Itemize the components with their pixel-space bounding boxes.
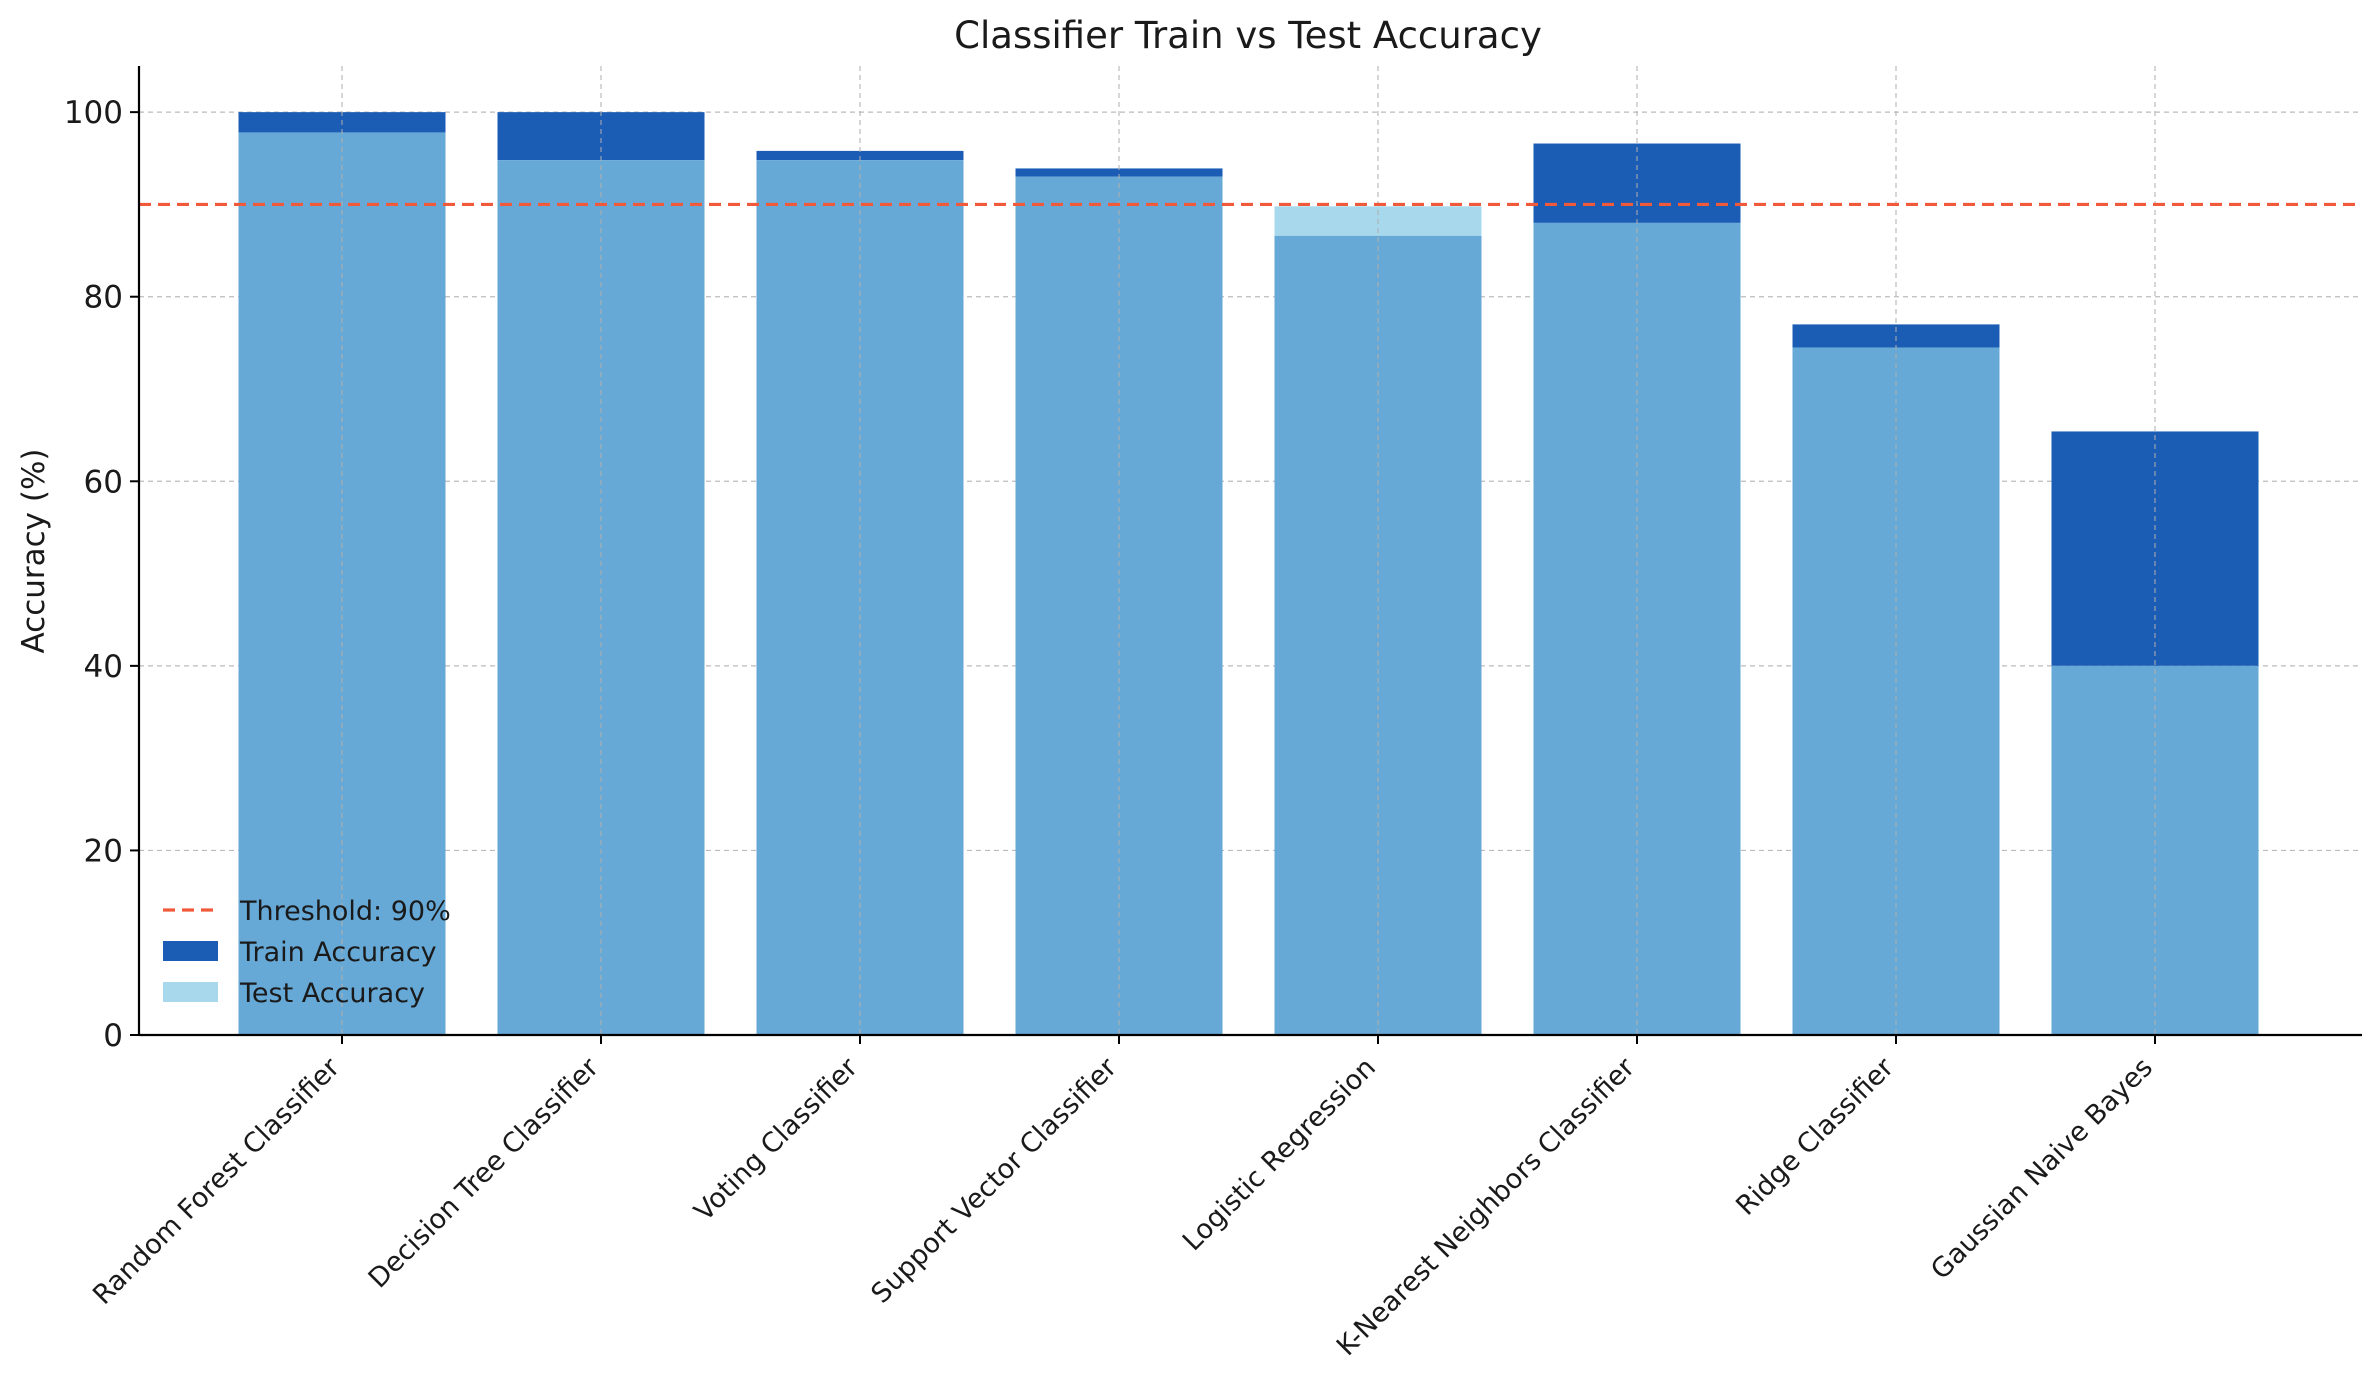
legend: Threshold: 90% Train Accuracy Test Accurac… <box>163 896 451 1009</box>
y-tick-label: 0 <box>103 1018 123 1054</box>
train-accuracy-bar <box>756 150 964 161</box>
train-accuracy-bar <box>497 112 705 161</box>
legend-train-swatch <box>163 941 218 961</box>
y-axis-label: Accuracy (%) <box>16 448 52 653</box>
bars <box>238 66 2259 1036</box>
y-tick-label: 40 <box>84 649 123 685</box>
legend-threshold-label: Threshold: 90% <box>239 896 451 927</box>
legend-train-label: Train Accuracy <box>239 937 437 968</box>
y-tick-label: 80 <box>84 280 123 316</box>
legend-test-label: Test Accuracy <box>239 978 425 1009</box>
y-tick-label: 100 <box>64 95 123 131</box>
y-tick-label: 60 <box>84 464 123 500</box>
y-tick-label: 20 <box>84 833 123 869</box>
train-accuracy-bar <box>1015 168 1223 177</box>
chart-title: Classifier Train vs Test Accuracy <box>954 14 1542 57</box>
legend-test-swatch <box>163 982 218 1002</box>
train-accuracy-bar <box>1792 324 2000 348</box>
